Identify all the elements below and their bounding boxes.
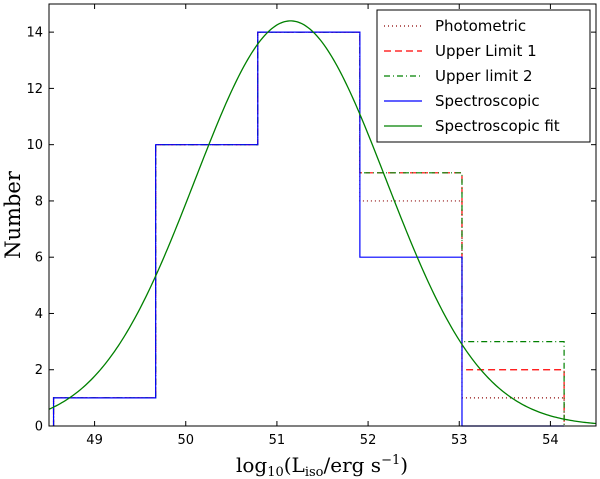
plot-area: [48, 20, 597, 427]
x-tick-label: 50: [177, 433, 194, 448]
x-tick-label: 52: [360, 433, 377, 448]
axis-ticks: 49 50 51 52 53 54 0 2 4 6 8 10 12 14: [26, 4, 596, 448]
y-tick-label: 12: [26, 82, 43, 97]
y-tick-label: 4: [35, 307, 43, 322]
y-tick-label: 6: [35, 251, 43, 266]
spectroscopic-fit-curve: [48, 20, 597, 425]
x-tick-label: 51: [269, 433, 286, 448]
y-tick-label: 2: [35, 363, 43, 378]
x-tick-label: 54: [542, 433, 559, 448]
x-axis-label: log10(Liso/erg s−1): [236, 453, 408, 479]
x-tick-label: 53: [451, 433, 468, 448]
plot-frame: [48, 3, 597, 427]
y-tick-label: 0: [35, 420, 43, 435]
y-tick-label: 10: [26, 138, 43, 153]
legend-label-spectroscopic-fit: Spectroscopic fit: [435, 117, 560, 135]
legend-label-upper-limit-1: Upper Limit 1: [435, 42, 537, 60]
y-tick-label: 14: [26, 26, 43, 41]
legend-label-photometric: Photometric: [435, 17, 526, 35]
legend-label-spectroscopic: Spectroscopic: [435, 92, 540, 110]
y-axis-label: Number: [1, 170, 25, 259]
legend-label-upper-limit-2: Upper limit 2: [435, 67, 533, 85]
legend: Photometric Upper Limit 1 Upper limit 2 Spe…: [376, 9, 591, 143]
x-tick-label: 49: [86, 433, 103, 448]
series-spectroscopic-step: [52, 31, 565, 427]
y-tick-label: 8: [35, 194, 43, 209]
